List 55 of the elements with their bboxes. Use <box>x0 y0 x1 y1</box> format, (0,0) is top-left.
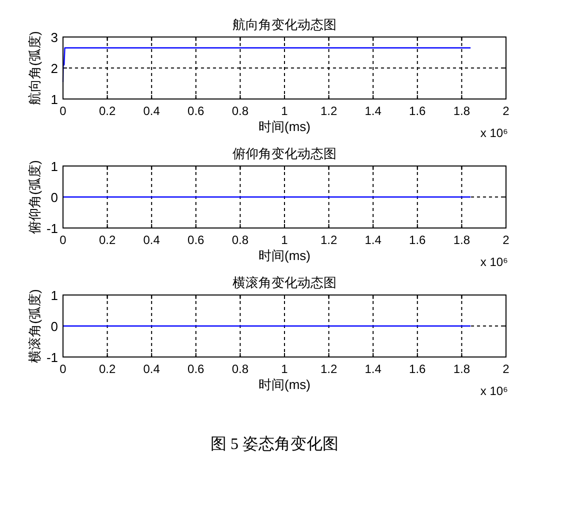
x-tick-label: 0.4 <box>143 362 160 376</box>
x-tick-label: 0.4 <box>143 233 160 247</box>
y-tick-label: -1 <box>46 221 58 236</box>
x-tick-label: 2 <box>502 362 510 376</box>
x-tick-label: 0 <box>60 104 67 118</box>
text: x 10⁶ <box>480 384 508 398</box>
x-tick-label: 1.4 <box>364 104 382 118</box>
x-tick-label: 1 <box>281 104 288 118</box>
x-tick-label: 0.2 <box>98 362 116 376</box>
text: x 10⁶ <box>480 126 508 140</box>
y-tick-label: 1 <box>50 288 58 303</box>
y-tick-label: 2 <box>50 61 58 76</box>
chart-title: 俯仰角变化动态图 <box>232 146 336 161</box>
x-tick-label: 1.8 <box>453 362 470 376</box>
x-tick-label: 1.8 <box>453 233 470 247</box>
x-tick-label: 0 <box>60 362 67 376</box>
x-tick-label: 1 <box>281 233 288 247</box>
x-tick-label: 1.4 <box>364 233 382 247</box>
y-tick-label: 0 <box>50 190 58 205</box>
x-tick-label: 1 <box>281 362 288 376</box>
x-tick-label: 0.6 <box>188 104 205 118</box>
x-tick-label: 0.8 <box>232 233 249 247</box>
y-tick-label: 1 <box>50 92 58 107</box>
x-tick-label: 1.2 <box>320 233 338 247</box>
x-tick-label: 2 <box>502 233 510 247</box>
x-tick-label: 0.2 <box>98 104 116 118</box>
y-axis-title: 俯仰角(弧度) <box>27 160 42 234</box>
y-axis-title: 横滚角(弧度) <box>27 289 42 363</box>
x-tick-label: 1.6 <box>409 233 426 247</box>
text: x 10⁶ <box>480 255 508 269</box>
x-tick-label: 1.2 <box>320 104 338 118</box>
x-tick-label: 0.6 <box>188 233 205 247</box>
x-tick-label: 2 <box>502 104 510 118</box>
caption: 图 5 姿态角变化图 <box>210 435 338 453</box>
y-tick-label: 0 <box>50 319 58 334</box>
x-tick-label: 0.8 <box>232 362 249 376</box>
y-tick-label: 1 <box>50 159 58 174</box>
x-axis-title: 时间(ms) <box>258 248 310 263</box>
x-tick-label: 1.4 <box>364 362 382 376</box>
x-tick-label: 0 <box>60 233 67 247</box>
x-tick-label: 0.8 <box>232 104 249 118</box>
x-tick-label: 0.6 <box>188 362 205 376</box>
y-axis-title: 航向角(弧度) <box>27 31 42 105</box>
x-axis-title: 时间(ms) <box>258 377 310 392</box>
x-tick-label: 1.2 <box>320 362 338 376</box>
chart-title: 航向角变化动态图 <box>232 17 336 32</box>
x-tick-label: 0.4 <box>143 104 160 118</box>
x-tick-label: 1.8 <box>453 104 470 118</box>
y-tick-label: -1 <box>46 350 58 365</box>
x-tick-label: 1.6 <box>409 362 426 376</box>
x-tick-label: 0.2 <box>98 233 116 247</box>
y-tick-label: 3 <box>50 30 58 45</box>
x-tick-label: 1.6 <box>409 104 426 118</box>
chart-title: 横滚角变化动态图 <box>232 275 336 290</box>
x-axis-title: 时间(ms) <box>258 119 310 134</box>
